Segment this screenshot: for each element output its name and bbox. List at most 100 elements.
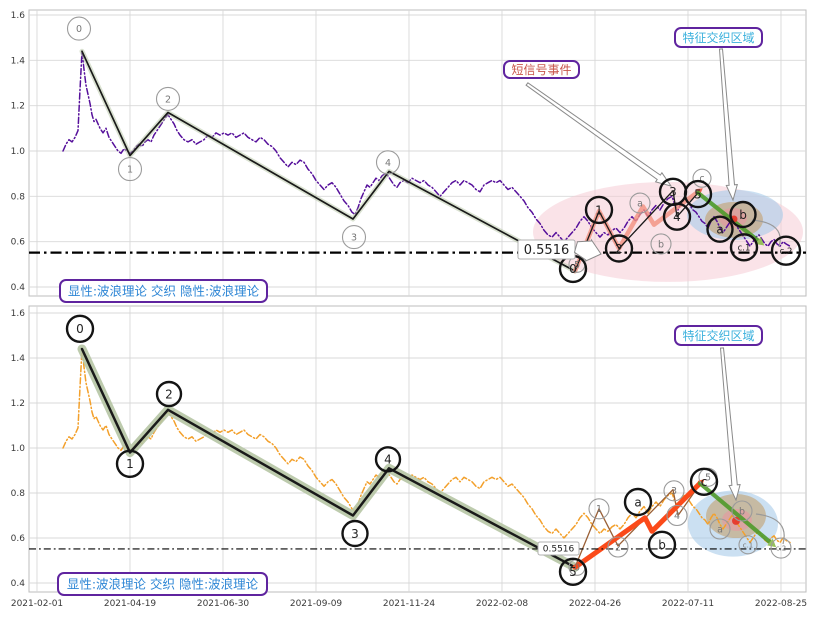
annotation-arrow — [718, 48, 738, 202]
wave-label-circle-bold — [623, 487, 653, 517]
wave-label-text: 1 — [127, 165, 133, 176]
wave-label-circle-bold — [65, 314, 95, 343]
wave-label-circle-bold — [115, 449, 145, 478]
wave-label-text: c — [701, 475, 708, 489]
wave-label-text: b — [739, 506, 745, 517]
y-tick-label: 1.2 — [11, 102, 25, 112]
wave-label-circle-bold — [729, 233, 759, 262]
x-tick-label: 2022-08-25 — [755, 599, 807, 609]
wave-label-text: 0 — [569, 262, 577, 276]
wave-label-text: 3 — [671, 486, 677, 497]
x-tick-label: 2021-06-30 — [197, 599, 250, 609]
wave-label-text: 4 — [673, 210, 681, 224]
wave-label-text: a — [637, 199, 643, 210]
wave-label-text: c — [699, 174, 704, 185]
wave-label-text: 1 — [596, 504, 602, 515]
x-tick-label: 2022-04-26 — [569, 599, 622, 609]
wave-label-text: 2 — [615, 242, 623, 256]
wave-label-circle-light — [117, 157, 143, 182]
x-tick-label: 2021-09-09 — [290, 599, 343, 609]
wave-label-circle-bold — [662, 202, 692, 231]
wave-label-circle-bold — [558, 557, 588, 586]
wave-label-text: 4 — [674, 511, 680, 522]
y-tick-label: 0.6 — [11, 238, 26, 248]
wave-label-text: 3 — [351, 527, 359, 541]
wave-label-text: 1 — [595, 203, 603, 217]
wave-label-circle-bold — [683, 179, 713, 209]
wave-label-text: 0 — [76, 322, 84, 336]
x-tick-label: 2022-02-08 — [476, 599, 529, 609]
x-tick-label: 2021-11-24 — [383, 599, 436, 609]
caption-top-text: 显性:波浪理论 交织 隐性:波浪理论 — [68, 284, 260, 299]
red-center-dot — [732, 516, 740, 525]
wave-label-circle-light — [731, 500, 753, 522]
wave-label-circle-light — [666, 504, 688, 527]
caption-bottom-text: 显性:波浪理论 交织 隐性:波浪理论 — [67, 577, 259, 592]
interweave-zone-label-bottom-box — [674, 325, 763, 346]
wave-label-text: 3 — [669, 185, 677, 199]
signal-wave-line — [572, 480, 703, 570]
panel-bottom: 0.4 0.6 0.8 1.0 1.2 1.4 1.6 0 1 2 3 4 5 a b c.1 c.2 0 1 2 3 4… — [11, 305, 807, 596]
decor-arc — [755, 513, 785, 545]
threshold-arrow — [573, 238, 602, 262]
plot-area — [28, 305, 807, 593]
wave-label-circle-light — [341, 225, 367, 250]
decor-arc — [751, 219, 781, 248]
wave-label-circle-bold — [604, 234, 634, 263]
wave-label-text: a — [634, 495, 641, 509]
wave-label-text: 5 — [705, 473, 711, 484]
wave-label-circle-light — [770, 537, 792, 559]
wave-label-text: 2 — [615, 542, 621, 553]
wave-label-text: a — [716, 223, 723, 237]
signal-arrowhead — [696, 188, 703, 195]
wave-label-circle-bold — [374, 446, 402, 473]
y-tick-label: 1.6 — [11, 11, 26, 21]
y-tick-label: 1.0 — [11, 147, 26, 157]
wave-label-text: 0 — [574, 563, 580, 574]
wave-label-text: c.2 — [780, 247, 793, 257]
wave-label-circle-light — [629, 192, 651, 214]
wave-label-circle-bold — [689, 467, 719, 496]
wave-label-circle-bold — [341, 519, 369, 548]
interweave-zone-label-bottom-text: 特征交织区域 — [682, 328, 754, 343]
wave-label-text: 2 — [165, 94, 171, 105]
y-tick-label: 1.0 — [11, 444, 26, 454]
y-tick-label: 0.4 — [11, 283, 26, 293]
wave-label-circle-light — [607, 536, 629, 558]
wave-label-circle-light — [663, 480, 685, 502]
wave-label-text: 4 — [384, 453, 392, 467]
x-tick-label: 2021-04-19 — [104, 599, 157, 609]
wave-label-text: c.1 — [738, 243, 751, 253]
annotation-arrow — [719, 347, 741, 502]
wave-label-text: 0 — [76, 24, 82, 35]
y-tick-label: 0.8 — [11, 192, 26, 202]
x-tick-label: 2021-02-01 — [11, 599, 63, 609]
y-tick-label: 1.2 — [11, 399, 25, 409]
wave-label-circle-bold — [584, 195, 614, 225]
y-tick-label: 1.6 — [11, 309, 26, 319]
short-signal-label-box — [503, 60, 580, 79]
y-tick-label: 1.4 — [11, 354, 26, 364]
caption-top-box — [59, 279, 268, 303]
wave-label-circle-bold — [729, 200, 757, 229]
wave-label-text: 5 — [574, 260, 580, 271]
wave-label-circle-light — [738, 535, 758, 555]
main-wave-line — [80, 347, 577, 569]
caption-bottom-box — [57, 572, 268, 596]
threshold-label-top-text: 0.5516 — [524, 243, 570, 258]
x-axis: 2021-02-01 2021-04-19 2021-06-30 2021-09-09… — [11, 599, 807, 609]
wave-label-text: b — [658, 538, 666, 552]
wave-label-circle-bold — [647, 530, 677, 559]
wave-label-circle-bold — [155, 380, 183, 408]
wave-label-text: a — [717, 524, 723, 535]
wave-label-text: 2 — [165, 387, 173, 401]
wave-label-text: b — [739, 208, 747, 222]
wave-label-circle-light — [66, 16, 92, 41]
threshold-label-bottom-text: 0.5516 — [543, 545, 575, 555]
wave-label-text: 1 — [126, 457, 134, 471]
wave-label-text: b — [658, 239, 664, 250]
wave-label-text: c.2 — [776, 545, 787, 553]
wave-label-text: 4 — [385, 158, 391, 169]
